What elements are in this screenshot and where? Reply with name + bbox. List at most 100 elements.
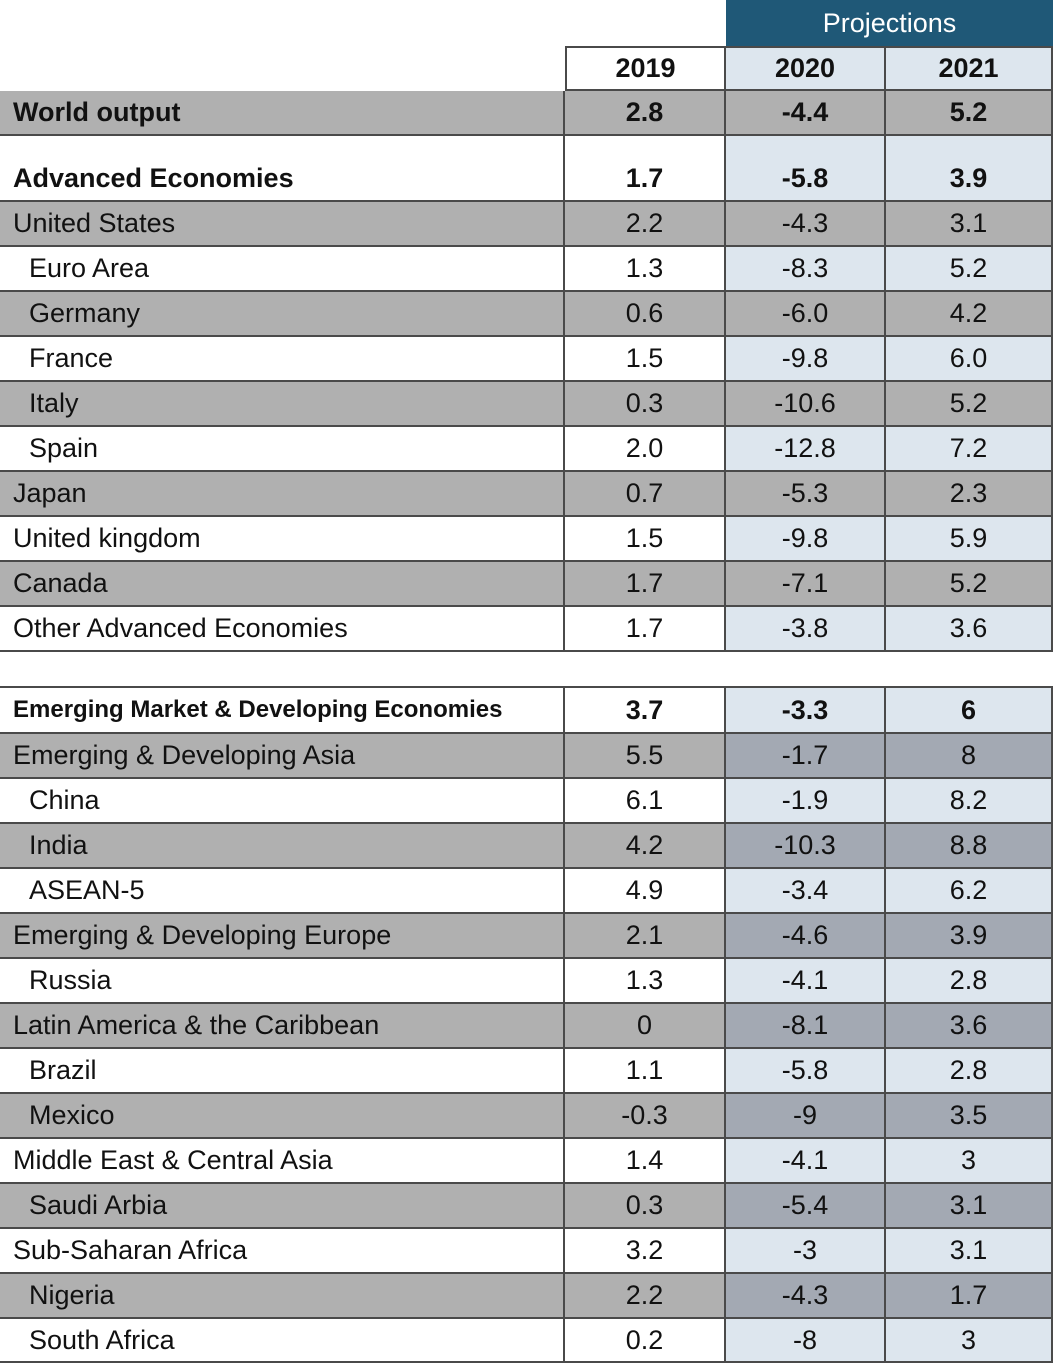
value-cell: -5.8: [726, 136, 886, 202]
value-cell: -8.1: [726, 1004, 886, 1049]
row-label: Middle East & Central Asia: [0, 1139, 565, 1184]
value-cell: 1.7: [886, 1274, 1053, 1319]
row-label: Canada: [0, 562, 565, 607]
row-label: World output: [0, 91, 565, 136]
value-cell: 0.2: [565, 1319, 726, 1363]
value-cell: 8.8: [886, 824, 1053, 869]
value-cell: 0.3: [565, 382, 726, 427]
value-cell: 5.2: [886, 91, 1053, 136]
row-label: ASEAN-5: [0, 869, 565, 914]
value-cell: 3.6: [886, 607, 1053, 652]
value-cell: -9: [726, 1094, 886, 1139]
value-cell: 1.3: [565, 247, 726, 292]
row-label: China: [0, 779, 565, 824]
value-cell: 3.1: [886, 1184, 1053, 1229]
value-cell: -4.1: [726, 1139, 886, 1184]
row-label: Sub-Saharan Africa: [0, 1229, 565, 1274]
value-cell: -3.8: [726, 607, 886, 652]
row-label: Russia: [0, 959, 565, 1004]
value-cell: 5.9: [886, 517, 1053, 562]
value-cell: 1.5: [565, 517, 726, 562]
value-cell: 5.5: [565, 734, 726, 779]
year-header: 2020: [726, 46, 886, 91]
value-cell: 5.2: [886, 382, 1053, 427]
value-cell: 8.2: [886, 779, 1053, 824]
value-cell: 8: [886, 734, 1053, 779]
value-cell: 3.6: [886, 1004, 1053, 1049]
value-cell: -12.8: [726, 427, 886, 472]
value-cell: -5.3: [726, 472, 886, 517]
row-label: Latin America & the Caribbean: [0, 1004, 565, 1049]
value-cell: 6.1: [565, 779, 726, 824]
value-cell: 3.5: [886, 1094, 1053, 1139]
value-cell: -1.9: [726, 779, 886, 824]
spacer-row: [0, 652, 1053, 688]
value-cell: -0.3: [565, 1094, 726, 1139]
value-cell: -3.3: [726, 688, 886, 734]
row-label: United kingdom: [0, 517, 565, 562]
value-cell: -1.7: [726, 734, 886, 779]
value-cell: -8: [726, 1319, 886, 1363]
value-cell: 1.7: [565, 562, 726, 607]
row-label: Euro Area: [0, 247, 565, 292]
value-cell: 1.1: [565, 1049, 726, 1094]
row-label: Spain: [0, 427, 565, 472]
value-cell: -9.8: [726, 337, 886, 382]
value-cell: -5.8: [726, 1049, 886, 1094]
row-label: Japan: [0, 472, 565, 517]
value-cell: 1.7: [565, 136, 726, 202]
value-cell: 3: [886, 1319, 1053, 1363]
value-cell: 2.1: [565, 914, 726, 959]
row-label: United States: [0, 202, 565, 247]
value-cell: 3.1: [886, 202, 1053, 247]
value-cell: 2.8: [886, 959, 1053, 1004]
value-cell: 3.9: [886, 914, 1053, 959]
value-cell: 3.9: [886, 136, 1053, 202]
value-cell: 6: [886, 688, 1053, 734]
value-cell: -10.3: [726, 824, 886, 869]
row-label: Nigeria: [0, 1274, 565, 1319]
value-cell: -4.6: [726, 914, 886, 959]
row-label: Advanced Economies: [0, 136, 565, 202]
value-cell: 3.1: [886, 1229, 1053, 1274]
projections-header: Projections: [726, 0, 1053, 46]
value-cell: -3.4: [726, 869, 886, 914]
value-cell: -3: [726, 1229, 886, 1274]
row-label: France: [0, 337, 565, 382]
value-cell: -10.6: [726, 382, 886, 427]
row-label: Emerging Market & Developing Economies: [0, 688, 565, 734]
value-cell: -6.0: [726, 292, 886, 337]
value-cell: 2.8: [565, 91, 726, 136]
value-cell: 1.4: [565, 1139, 726, 1184]
value-cell: 5.2: [886, 247, 1053, 292]
value-cell: 2.3: [886, 472, 1053, 517]
value-cell: -4.3: [726, 202, 886, 247]
row-label: Germany: [0, 292, 565, 337]
value-cell: 7.2: [886, 427, 1053, 472]
value-cell: -5.4: [726, 1184, 886, 1229]
value-cell: -4.3: [726, 1274, 886, 1319]
row-label: Other Advanced Economies: [0, 607, 565, 652]
value-cell: 6.2: [886, 869, 1053, 914]
value-cell: 1.7: [565, 607, 726, 652]
value-cell: 1.3: [565, 959, 726, 1004]
row-label: Emerging & Developing Europe: [0, 914, 565, 959]
value-cell: 2.2: [565, 202, 726, 247]
value-cell: 2.0: [565, 427, 726, 472]
row-label: Saudi Arbia: [0, 1184, 565, 1229]
year-header: 2021: [886, 46, 1053, 91]
row-label: Mexico: [0, 1094, 565, 1139]
row-label: India: [0, 824, 565, 869]
value-cell: 4.9: [565, 869, 726, 914]
value-cell: 0: [565, 1004, 726, 1049]
row-label: Emerging & Developing Asia: [0, 734, 565, 779]
row-label: Italy: [0, 382, 565, 427]
value-cell: 0.7: [565, 472, 726, 517]
value-cell: 2.8: [886, 1049, 1053, 1094]
value-cell: -8.3: [726, 247, 886, 292]
year-header: 2019: [565, 46, 726, 91]
value-cell: 2.2: [565, 1274, 726, 1319]
value-cell: -7.1: [726, 562, 886, 607]
value-cell: -4.1: [726, 959, 886, 1004]
